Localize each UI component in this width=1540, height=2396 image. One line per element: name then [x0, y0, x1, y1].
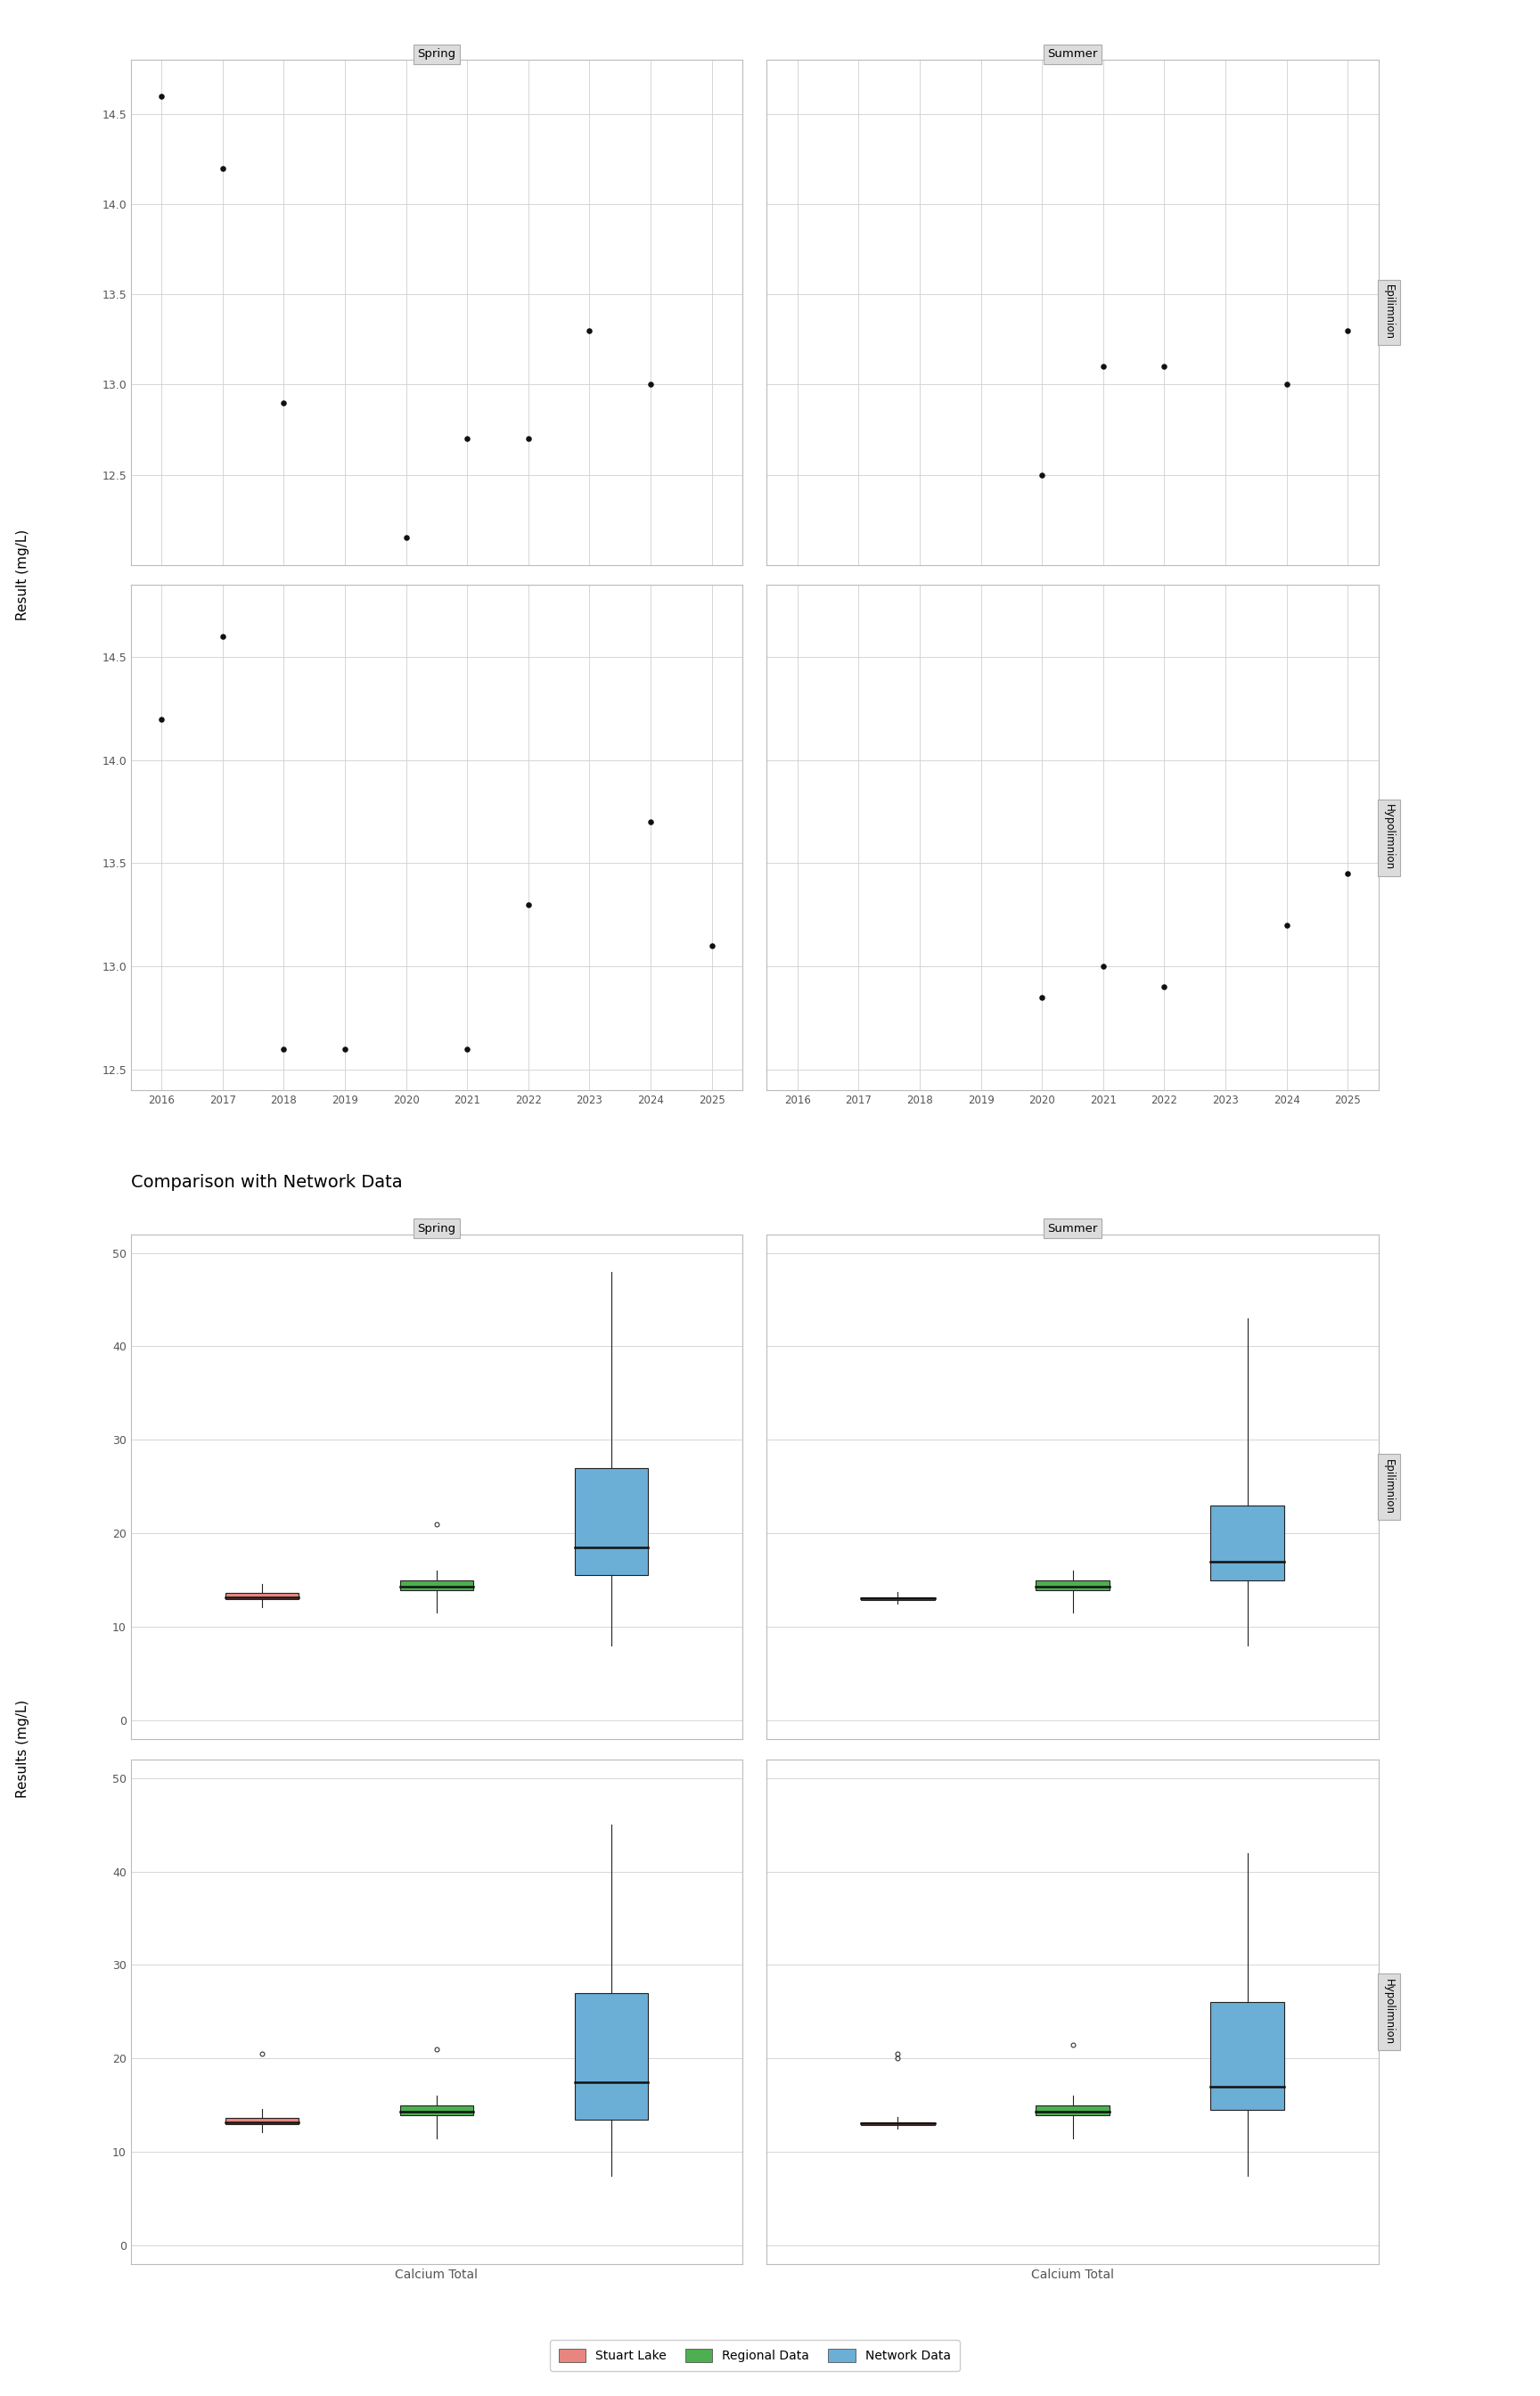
Text: Hypolimnion: Hypolimnion — [1383, 1979, 1395, 2044]
Point — [271, 383, 296, 422]
Point — [639, 364, 664, 403]
Point — [211, 149, 236, 187]
Point — [1274, 364, 1298, 403]
Bar — [574, 1469, 648, 1577]
Point — [149, 77, 174, 115]
Text: Result (mg/L): Result (mg/L) — [17, 530, 29, 621]
Point — [639, 803, 664, 841]
Bar — [1210, 1505, 1284, 1579]
Point — [1030, 455, 1055, 494]
Bar — [1210, 2003, 1284, 2111]
Point — [1090, 946, 1115, 985]
Bar — [861, 2123, 935, 2125]
Point — [149, 700, 174, 738]
Point — [1030, 978, 1055, 1016]
Text: Hypolimnion: Hypolimnion — [1383, 805, 1395, 870]
Bar — [400, 2106, 473, 2116]
Point — [1335, 855, 1360, 894]
Text: Results (mg/L): Results (mg/L) — [17, 1701, 29, 1799]
Point — [578, 311, 602, 350]
Legend: Stuart Lake, Regional Data, Network Data: Stuart Lake, Regional Data, Network Data — [550, 2341, 959, 2370]
Point — [1090, 347, 1115, 386]
Point — [454, 1030, 479, 1069]
Point — [271, 1030, 296, 1069]
Title: Summer: Summer — [1047, 48, 1098, 60]
Point — [699, 927, 724, 966]
Point — [394, 518, 419, 556]
Bar — [225, 2118, 299, 2125]
Title: Spring: Spring — [417, 1222, 456, 1234]
Text: Epilimnion: Epilimnion — [1383, 285, 1395, 340]
Point — [211, 618, 236, 657]
Bar — [861, 1598, 935, 1601]
Point — [333, 1030, 357, 1069]
Title: Spring: Spring — [417, 48, 456, 60]
Title: Summer: Summer — [1047, 1222, 1098, 1234]
Point — [516, 884, 541, 922]
Text: Comparison with Network Data: Comparison with Network Data — [131, 1174, 402, 1191]
Bar — [574, 1993, 648, 2120]
Point — [454, 419, 479, 458]
Bar — [225, 1593, 299, 1598]
Point — [1274, 906, 1298, 944]
Point — [1152, 968, 1177, 1006]
Point — [516, 419, 541, 458]
Point — [1152, 347, 1177, 386]
Bar — [400, 1579, 473, 1591]
Text: Epilimnion: Epilimnion — [1383, 1459, 1395, 1514]
Bar — [1036, 2106, 1109, 2116]
Bar — [1036, 1579, 1109, 1591]
Point — [1335, 311, 1360, 350]
